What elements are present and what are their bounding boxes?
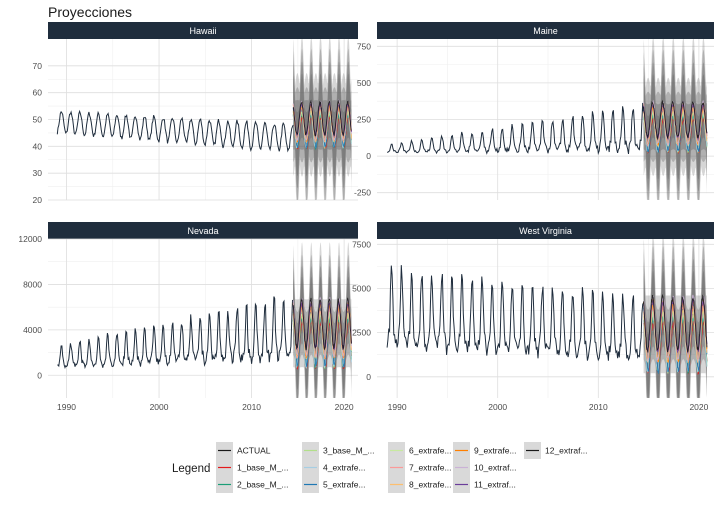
x-tick-label: 1990 [57,402,76,412]
legend-title: Legend [172,463,210,475]
y-tick-label: 5000 [352,283,371,293]
legend-item: 9_extrafe... [453,442,517,459]
legend-label: 6_extrafe... [409,446,452,456]
legend-label: 2_base_M_... [237,480,289,490]
legend-label: 10_extraf... [474,463,517,473]
chart-title: Proyecciones [48,4,132,20]
y-tick-label: 0 [37,370,42,380]
y-tick-label: 0 [366,151,371,161]
y-tick-label: 70 [33,61,43,71]
panel-strip [48,222,358,239]
series-12 [643,99,708,141]
legend-label: 4_extrafe... [323,463,366,473]
legend-label: 3_base_M_... [323,446,375,456]
legend-label: 7_extrafe... [409,463,452,473]
y-tick-label: 4000 [23,325,42,335]
y-tick-label: 60 [33,88,43,98]
panel-strip [377,222,714,239]
series-actual [387,102,645,156]
panel-hawaii: Hawaii 20 30 40 50 60 70 [33,22,358,205]
panel-nevada: Nevada 0 4000 8000 12000 1990 2000 2010 2020 [18,222,358,412]
series-actual [386,265,645,362]
panel-strip [48,22,358,39]
x-tick-label: 2010 [242,402,261,412]
legend: Legend ACTUAL 1_base_M_... 2_base_M_... 3_b… [172,442,588,493]
legend-label: 5_extrafe... [323,480,366,490]
y-tick-label: 12000 [18,234,42,244]
series-12 [643,293,708,353]
legend-item: 7_extrafe... [388,459,452,476]
panel-strip-label: West Virginia [519,226,572,236]
legend-item: 4_extrafe... [302,459,366,476]
series-12 [292,99,352,137]
panels: Hawaii 20 30 40 50 60 70 Maine -250 0 250 500 750 Nev… [18,22,714,412]
legend-item: 10_extraf... [453,459,517,476]
x-tick-label: 2020 [335,402,354,412]
panel-strip-label: Nevada [187,226,218,236]
legend-item: 8_extrafe... [388,476,452,493]
panel-strip-label: Hawaii [189,26,216,36]
legend-label: 1_base_M_... [237,463,289,473]
series-actual [57,296,294,370]
legend-label: 12_extraf... [545,446,588,456]
legend-item: 1_base_M_... [216,459,289,476]
series-actual [56,109,294,153]
x-tick-label: 2000 [488,402,507,412]
y-tick-label: 20 [33,195,43,205]
panel-strip [377,22,714,39]
x-tick-label: 2000 [150,402,169,412]
y-tick-label: 500 [357,78,371,88]
y-tick-label: 8000 [23,279,42,289]
panel-strip-label: Maine [533,26,558,36]
y-tick-label: 250 [357,115,371,125]
y-tick-label: 40 [33,141,43,151]
legend-item: 5_extrafe... [302,476,366,493]
panel-west-virginia: West Virginia 0 2500 5000 7500 1990 2000 2010 20… [352,222,714,412]
legend-item: 12_extraf... [524,442,588,459]
legend-item: 2_base_M_... [216,476,289,493]
legend-item: 6_extrafe... [388,442,452,459]
legend-label: 11_extraf... [474,480,516,490]
panel-maine: Maine -250 0 250 500 750 [354,22,714,200]
y-tick-label: 2500 [352,328,371,338]
x-tick-label: 2010 [589,402,608,412]
y-tick-label: 0 [366,372,371,382]
gridlines [48,238,358,398]
legend-label: 8_extrafe... [409,480,452,490]
y-tick-label: 30 [33,168,43,178]
legend-item: 11_extraf... [453,476,516,493]
y-tick-label: 7500 [352,239,371,249]
legend-item: ACTUAL [216,442,271,459]
y-tick-label: 50 [33,115,43,125]
x-tick-label: 1990 [388,402,407,412]
legend-label: 9_extrafe... [474,446,517,456]
x-tick-label: 2020 [689,402,708,412]
series-12 [292,297,352,351]
legend-item: 3_base_M_... [302,442,375,459]
legend-label: ACTUAL [237,446,271,456]
y-tick-label: -250 [354,188,371,198]
y-tick-label: 750 [357,41,371,51]
series-8 [292,303,352,360]
